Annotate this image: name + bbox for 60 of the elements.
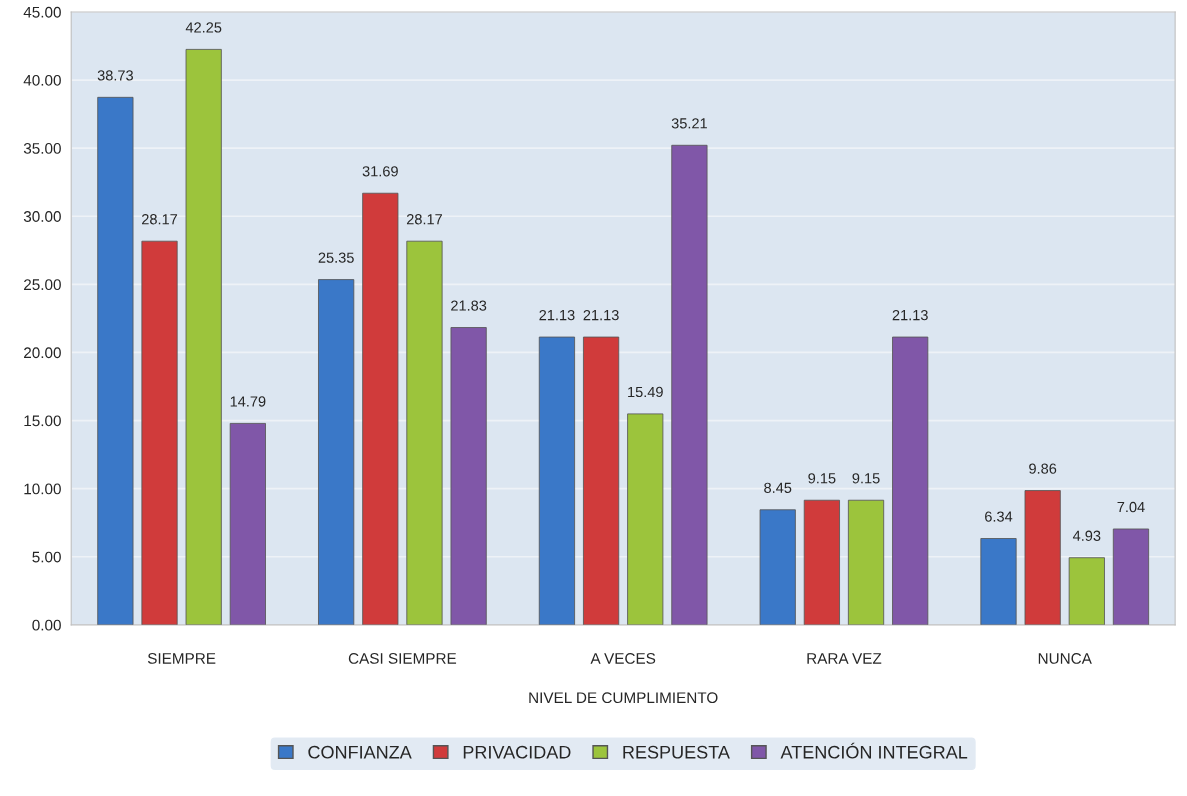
y-tick-label: 25.00 xyxy=(24,279,61,291)
bar xyxy=(97,96,134,625)
y-tick-label: 0.00 xyxy=(32,619,61,631)
y-tick-label: 40.00 xyxy=(23,74,61,86)
legend-label: PRIVACIDAD xyxy=(463,745,571,759)
data-label: 21.13 xyxy=(539,309,575,321)
data-label: 25.35 xyxy=(318,252,354,263)
data-label: 35.21 xyxy=(671,118,707,129)
bar xyxy=(538,336,576,625)
data-label: 15.49 xyxy=(628,386,663,398)
data-label: 21.13 xyxy=(583,309,619,321)
data-label: 31.69 xyxy=(362,166,398,177)
bar xyxy=(185,48,222,625)
bar xyxy=(141,240,178,625)
data-label: 7.04 xyxy=(1117,501,1145,513)
bar xyxy=(229,422,266,625)
bar xyxy=(759,509,796,625)
bar xyxy=(1068,557,1105,625)
bar xyxy=(583,336,620,625)
data-label: 9.15 xyxy=(852,473,880,484)
bar xyxy=(627,413,664,625)
y-tick-label: 10.00 xyxy=(24,483,61,495)
data-label: 14.79 xyxy=(230,396,266,407)
bar xyxy=(1112,528,1150,625)
legend-label: CONFIANZA xyxy=(308,745,412,759)
x-tick-label: SIEMPRE xyxy=(147,653,216,664)
x-tick-label: RARA VEZ xyxy=(807,653,882,664)
y-tick-label: 20.00 xyxy=(24,347,61,359)
y-tick-label: 35.00 xyxy=(23,143,61,154)
x-tick-label: NUNCA xyxy=(1038,653,1092,664)
y-tick-label: 5.00 xyxy=(32,551,61,563)
data-label: 21.13 xyxy=(892,309,928,321)
y-tick-label: 30.00 xyxy=(23,211,61,222)
data-label: 38.73 xyxy=(97,70,133,81)
data-label: 6.34 xyxy=(985,511,1013,522)
bar xyxy=(1024,490,1061,625)
y-tick-label: 45.00 xyxy=(23,6,61,18)
x-axis-title: NIVEL DE CUMPLIMIENTO xyxy=(529,692,718,704)
data-label: 4.93 xyxy=(1072,530,1101,541)
data-label: 28.17 xyxy=(406,214,442,225)
bar xyxy=(803,499,840,625)
data-label: 8.45 xyxy=(764,482,792,493)
bar xyxy=(318,279,355,625)
bar xyxy=(892,336,929,625)
legend-label: RESPUESTA xyxy=(623,745,730,759)
data-label: 21.83 xyxy=(451,300,487,311)
x-tick-label: A VECES xyxy=(590,653,656,664)
bar xyxy=(406,240,443,625)
x-tick-label: CASI SIEMPRE xyxy=(348,653,457,664)
data-label: 28.17 xyxy=(142,214,178,225)
bar xyxy=(362,192,399,625)
bar xyxy=(980,538,1017,625)
y-tick-label: 15.00 xyxy=(24,415,61,427)
bar xyxy=(671,144,708,625)
bar xyxy=(847,499,885,625)
data-label: 9.15 xyxy=(808,473,836,484)
legend-label: ATENCIÓN INTEGRAL xyxy=(780,742,968,759)
data-label: 42.25 xyxy=(185,22,222,33)
bar xyxy=(450,327,487,625)
data-label: 9.86 xyxy=(1029,463,1057,474)
